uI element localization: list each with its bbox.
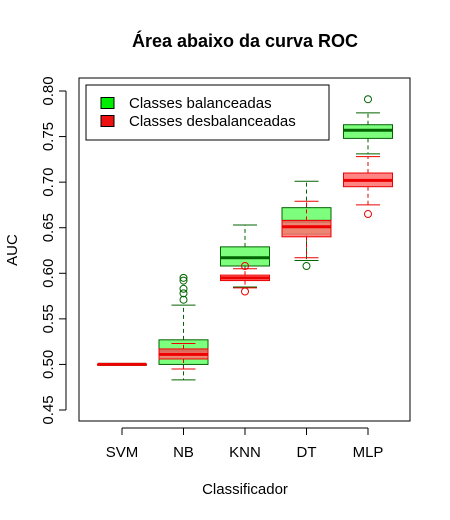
- y-axis: 0.45 0.50 0.55 0.60 0.65 0.70 0.75 0.80: [40, 76, 67, 425]
- x-tick-label-knn: KNN: [229, 444, 261, 461]
- box-nb-classes-balanceadas: [158, 273, 209, 381]
- y-tick-label: 0.45: [40, 395, 57, 424]
- x-axis-title: Classificador: [202, 481, 288, 498]
- outlier-point: [179, 273, 188, 282]
- outlier-point: [364, 210, 372, 219]
- x-tick-label-nb: NB: [173, 444, 194, 461]
- outlier-point: [241, 261, 249, 270]
- legend-box: [85, 84, 330, 141]
- y-axis-title: AUC: [4, 234, 21, 266]
- x-tick-label-mlp: MLP: [353, 444, 384, 461]
- box-dt-classes-desbalanceadas: [281, 200, 332, 259]
- y-tick-label: 0.70: [40, 168, 57, 197]
- x-tick-label-svm: SVM: [106, 444, 139, 461]
- outlier-point: [302, 261, 311, 270]
- outlier-point: [179, 289, 188, 298]
- legend-swatch-classes-balanceadas: [100, 97, 115, 109]
- box-nb-classes-desbalanceadas: [158, 342, 209, 370]
- y-tick-label: 0.60: [40, 259, 57, 288]
- outlier-point: [179, 276, 188, 285]
- iqr-box: [281, 219, 332, 238]
- y-tick-label: 0.80: [40, 76, 57, 105]
- outlier-point: [364, 95, 372, 104]
- legend-label-classes-desbalanceadas: Classes desbalanceadas: [129, 113, 296, 130]
- legend-label-classes-balanceadas: Classes balanceadas: [129, 95, 272, 112]
- outlier-point: [179, 284, 188, 293]
- outlier-point: [241, 287, 249, 296]
- x-axis: SVM NB KNN DT MLP: [106, 427, 384, 461]
- chart-title: Área abaixo da curva ROC: [132, 30, 358, 51]
- box-mlp-classes-desbalanceadas: [343, 156, 393, 219]
- y-tick-label: 0.75: [40, 122, 57, 151]
- outlier-point: [179, 295, 188, 304]
- y-tick-label: 0.55: [40, 304, 57, 333]
- box-svm-classes-desbalanceadas: [97, 362, 147, 366]
- plot-frame: [78, 77, 411, 422]
- y-tick-label: 0.65: [40, 213, 57, 242]
- x-tick-label-dt: DT: [297, 444, 317, 461]
- box-knn-classes-desbalanceadas: [220, 261, 270, 296]
- y-tick-label: 0.50: [40, 350, 57, 379]
- box-mlp-classes-balanceadas: [343, 95, 393, 155]
- series-classes-desbalanceadas: [97, 156, 393, 370]
- legend-swatch-classes-desbalanceadas: [100, 115, 115, 127]
- boxplot-series: [97, 95, 393, 381]
